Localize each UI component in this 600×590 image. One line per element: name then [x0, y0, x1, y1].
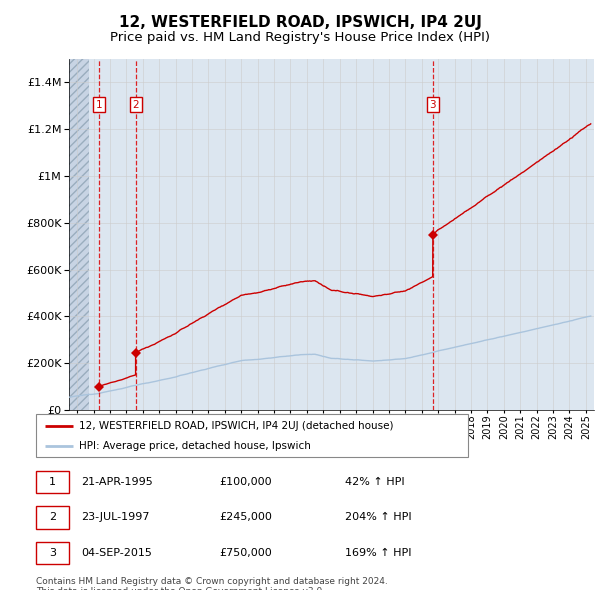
Text: 1: 1	[49, 477, 56, 487]
Text: 21-APR-1995: 21-APR-1995	[81, 477, 153, 487]
Text: 12, WESTERFIELD ROAD, IPSWICH, IP4 2UJ (detached house): 12, WESTERFIELD ROAD, IPSWICH, IP4 2UJ (…	[79, 421, 394, 431]
Text: HPI: Average price, detached house, Ipswich: HPI: Average price, detached house, Ipsw…	[79, 441, 311, 451]
Text: 42% ↑ HPI: 42% ↑ HPI	[345, 477, 404, 487]
Text: Price paid vs. HM Land Registry's House Price Index (HPI): Price paid vs. HM Land Registry's House …	[110, 31, 490, 44]
FancyBboxPatch shape	[36, 414, 468, 457]
Text: Contains HM Land Registry data © Crown copyright and database right 2024.
This d: Contains HM Land Registry data © Crown c…	[36, 577, 388, 590]
Text: £750,000: £750,000	[219, 548, 272, 558]
Text: 3: 3	[430, 100, 436, 110]
Text: 2: 2	[132, 100, 139, 110]
Text: 3: 3	[49, 548, 56, 558]
Text: 169% ↑ HPI: 169% ↑ HPI	[345, 548, 412, 558]
Text: 04-SEP-2015: 04-SEP-2015	[81, 548, 152, 558]
Text: 2: 2	[49, 513, 56, 522]
Bar	[69, 59, 89, 410]
Text: £245,000: £245,000	[219, 513, 272, 522]
Text: 204% ↑ HPI: 204% ↑ HPI	[345, 513, 412, 522]
Text: £100,000: £100,000	[219, 477, 272, 487]
Text: 1: 1	[95, 100, 102, 110]
Text: 23-JUL-1997: 23-JUL-1997	[81, 513, 149, 522]
Text: 12, WESTERFIELD ROAD, IPSWICH, IP4 2UJ: 12, WESTERFIELD ROAD, IPSWICH, IP4 2UJ	[119, 15, 481, 30]
